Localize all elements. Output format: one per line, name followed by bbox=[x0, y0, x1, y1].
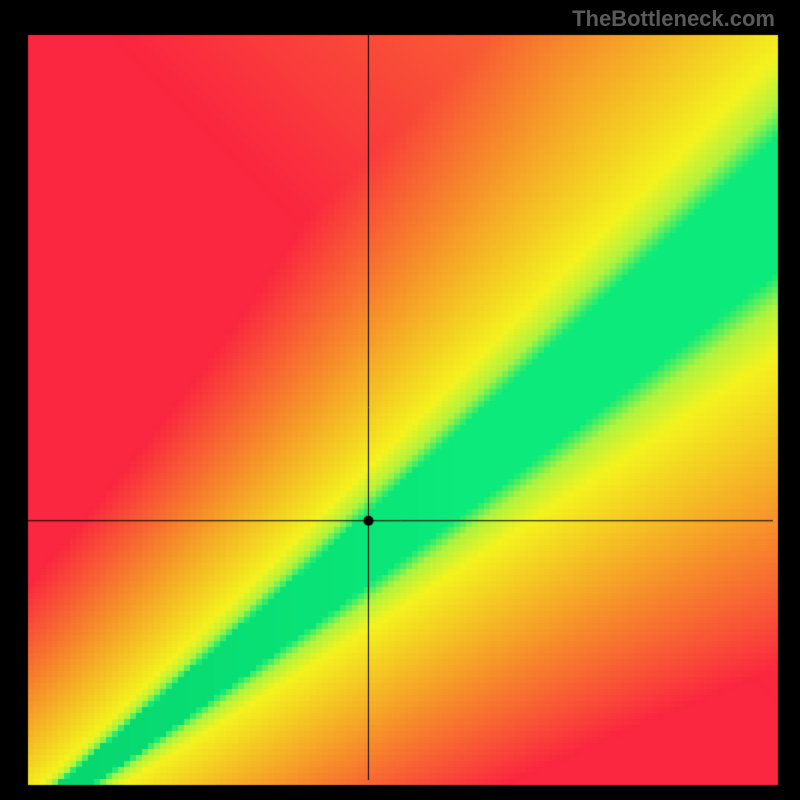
heatmap-canvas bbox=[0, 0, 800, 800]
chart-container: TheBottleneck.com bbox=[0, 0, 800, 800]
